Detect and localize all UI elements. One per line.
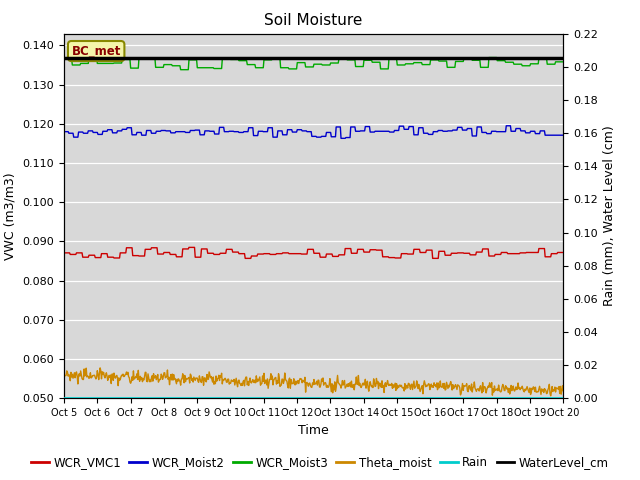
Legend: WCR_VMC1, WCR_Moist2, WCR_Moist3, Theta_moist, Rain, WaterLevel_cm: WCR_VMC1, WCR_Moist2, WCR_Moist3, Theta_…	[26, 452, 614, 474]
Y-axis label: VWC (m3/m3): VWC (m3/m3)	[4, 172, 17, 260]
Y-axis label: Rain (mm), Water Level (cm): Rain (mm), Water Level (cm)	[604, 126, 616, 306]
Text: BC_met: BC_met	[72, 45, 121, 58]
Title: Soil Moisture: Soil Moisture	[264, 13, 363, 28]
X-axis label: Time: Time	[298, 424, 329, 437]
